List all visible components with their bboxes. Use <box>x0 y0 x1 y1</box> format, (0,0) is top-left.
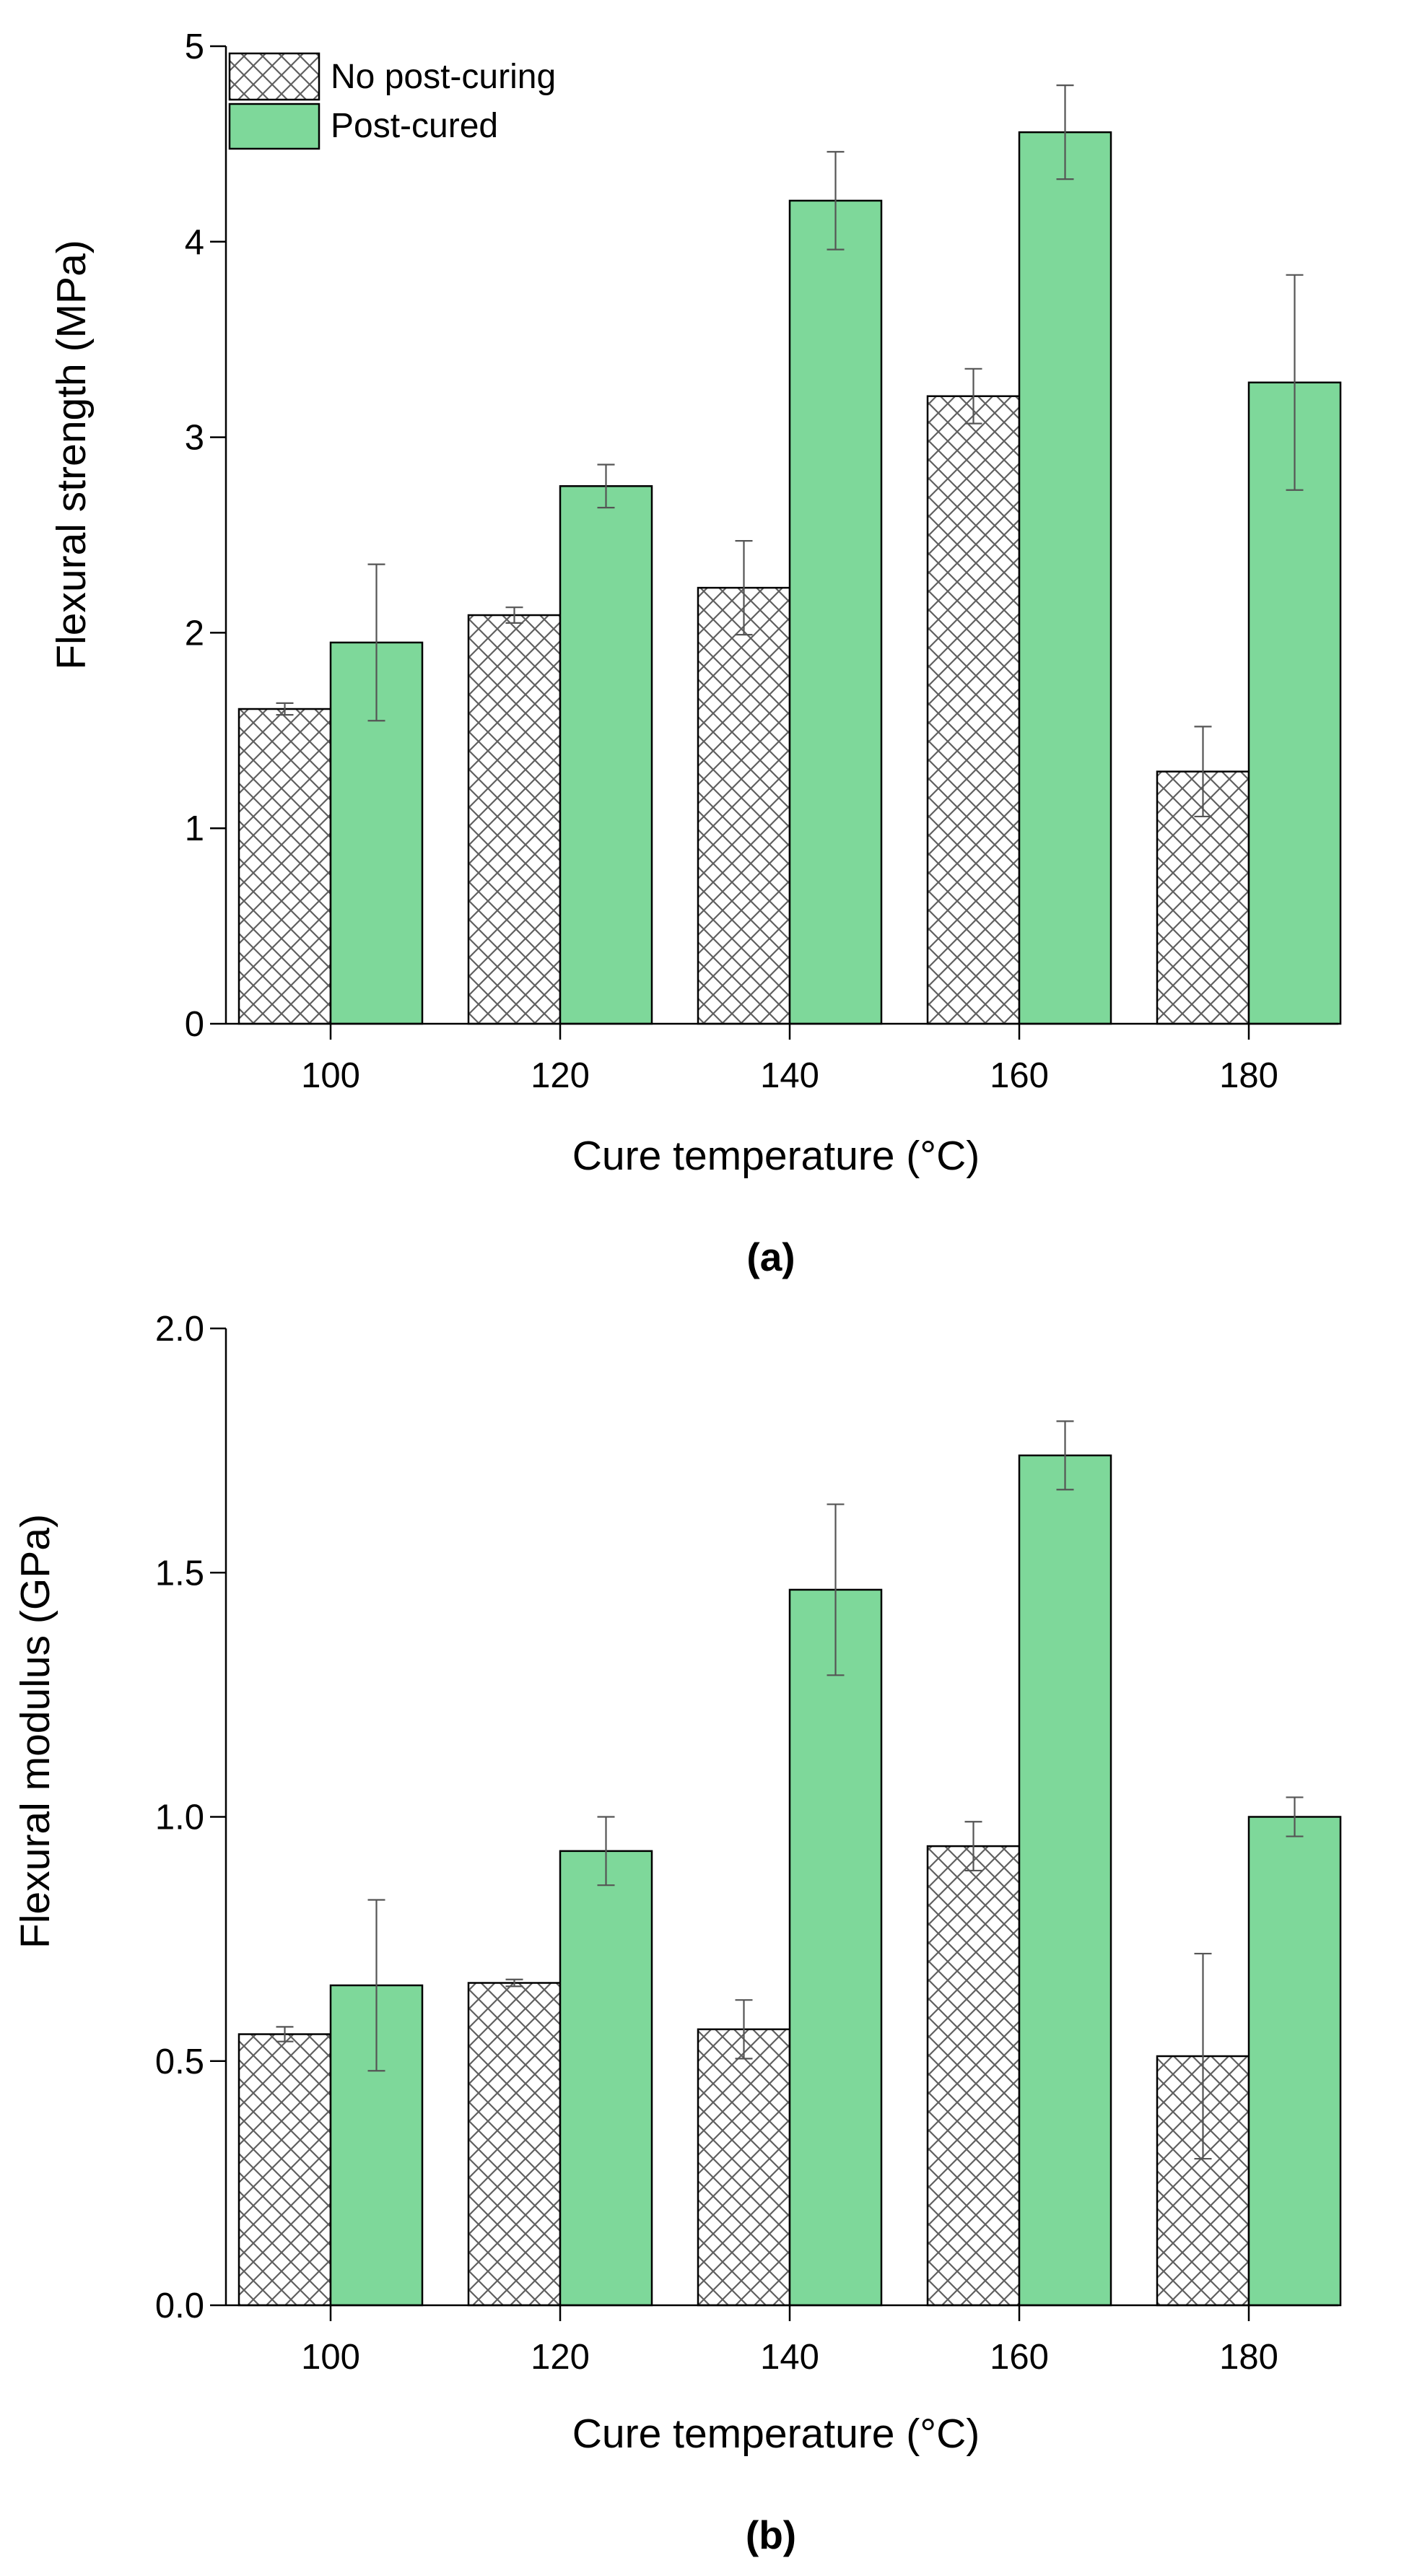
error-bar-no-post-curing-180 <box>1194 1952 1212 2160</box>
error-bar-post-cured-140 <box>827 151 845 251</box>
strength-y-ticks: 0 1 2 3 4 5 <box>185 27 226 1044</box>
error-bar-post-cured-100 <box>367 1899 385 2072</box>
x-tick-label-140: 140 <box>760 2338 819 2377</box>
bar-no-post-curing-160 <box>926 1845 1021 2307</box>
bar-post-cured-140 <box>788 1588 883 2307</box>
y-tick-label-0.5: 0.5 <box>155 2042 204 2081</box>
error-bar-post-cured-140 <box>827 1503 845 1676</box>
error-bar-post-cured-120 <box>597 1816 615 1887</box>
x-tick-label-160: 160 <box>990 1056 1049 1095</box>
legend-swatch-no-post-curing <box>228 52 321 101</box>
bar-no-post-curing-140 <box>697 2028 791 2307</box>
error-bar-no-post-curing-160 <box>964 1821 982 1872</box>
y-tick-label-0.0: 0.0 <box>155 2286 204 2325</box>
x-tick-label-180: 180 <box>1219 2338 1278 2377</box>
bar-post-cured-140 <box>788 199 883 1025</box>
x-tick-label-160: 160 <box>990 2338 1049 2377</box>
strength-y-axis-title: Flexural strength (MPa) <box>48 240 95 670</box>
error-bar-no-post-curing-180 <box>1194 726 1212 818</box>
bar-post-cured-180 <box>1247 1816 1342 2307</box>
strength-error-bars <box>276 84 1304 818</box>
modulus-error-bars <box>276 1420 1304 2160</box>
error-bar-post-cured-180 <box>1286 274 1304 491</box>
modulus-x-ticks: 100 120 140 160 180 <box>301 2305 1278 2377</box>
legend-label-no-post-curing: No post-curing <box>331 58 556 96</box>
modulus-bars <box>237 1454 1342 2307</box>
y-tick-label-4: 4 <box>185 223 204 262</box>
error-bar-no-post-curing-140 <box>735 540 753 636</box>
legend-swatch-post-cured <box>228 103 321 150</box>
bar-post-cured-120 <box>559 1850 653 2307</box>
strength-x-ticks: 100 120 140 160 180 <box>301 1024 1278 1095</box>
y-tick-label-0: 0 <box>185 1005 204 1044</box>
bar-no-post-curing-100 <box>237 708 332 1025</box>
bar-no-post-curing-100 <box>237 2033 332 2307</box>
bar-post-cured-160 <box>1018 131 1112 1025</box>
bar-post-cured-160 <box>1018 1454 1112 2307</box>
panel-label-b: (b) <box>746 2512 796 2557</box>
bar-no-post-curing-140 <box>697 586 791 1025</box>
flexural-strength-chart: 0 1 2 3 4 5 100 120 140 160 180 Flexural strength… <box>48 27 1342 1279</box>
y-tick-label-2: 2 <box>185 614 204 653</box>
y-tick-label-5: 5 <box>185 27 204 66</box>
error-bar-post-cured-120 <box>597 464 615 509</box>
error-bar-post-cured-160 <box>1056 84 1074 180</box>
strength-x-axis-title: Cure temperature (°C) <box>572 1133 980 1179</box>
y-tick-label-2.0: 2.0 <box>155 1310 204 1349</box>
y-tick-label-3: 3 <box>185 419 204 458</box>
x-tick-label-120: 120 <box>531 2338 590 2377</box>
bar-no-post-curing-160 <box>926 395 1021 1025</box>
x-tick-label-120: 120 <box>531 1056 590 1095</box>
error-bar-no-post-curing-140 <box>735 1999 753 2060</box>
error-bar-post-cured-180 <box>1286 1796 1304 1837</box>
error-bar-no-post-curing-120 <box>505 1978 523 1988</box>
modulus-y-axis-title: Flexural modulus (GPa) <box>12 1514 58 1949</box>
y-tick-label-1.0: 1.0 <box>155 1798 204 1837</box>
error-bar-no-post-curing-100 <box>276 2026 294 2042</box>
legend: No post-curing Post-cured <box>228 52 556 150</box>
bar-no-post-curing-120 <box>467 1982 562 2307</box>
panel-label-a: (a) <box>746 1235 795 1279</box>
modulus-y-ticks: 0.0 0.5 1.0 1.5 2.0 <box>155 1310 226 2325</box>
flexural-modulus-chart: 0.0 0.5 1.0 1.5 2.0 100 120 140 160 180 Flexural… <box>12 1310 1342 2557</box>
error-bar-no-post-curing-100 <box>276 702 294 716</box>
y-tick-label-1.5: 1.5 <box>155 1554 204 1593</box>
error-bar-post-cured-100 <box>367 563 385 722</box>
modulus-x-axis-title: Cure temperature (°C) <box>572 2411 980 2457</box>
error-bar-post-cured-160 <box>1056 1420 1074 1491</box>
x-tick-label-100: 100 <box>301 2338 360 2377</box>
bar-no-post-curing-120 <box>467 614 562 1025</box>
x-tick-label-100: 100 <box>301 1056 360 1095</box>
legend-label-post-cured: Post-cured <box>331 107 498 145</box>
x-tick-label-140: 140 <box>760 1056 819 1095</box>
bar-post-cured-120 <box>559 485 653 1025</box>
error-bar-no-post-curing-160 <box>964 367 982 425</box>
error-bar-no-post-curing-120 <box>505 606 523 624</box>
strength-axes <box>224 46 1338 1025</box>
x-tick-label-180: 180 <box>1219 1056 1278 1095</box>
y-tick-label-1: 1 <box>185 809 204 848</box>
